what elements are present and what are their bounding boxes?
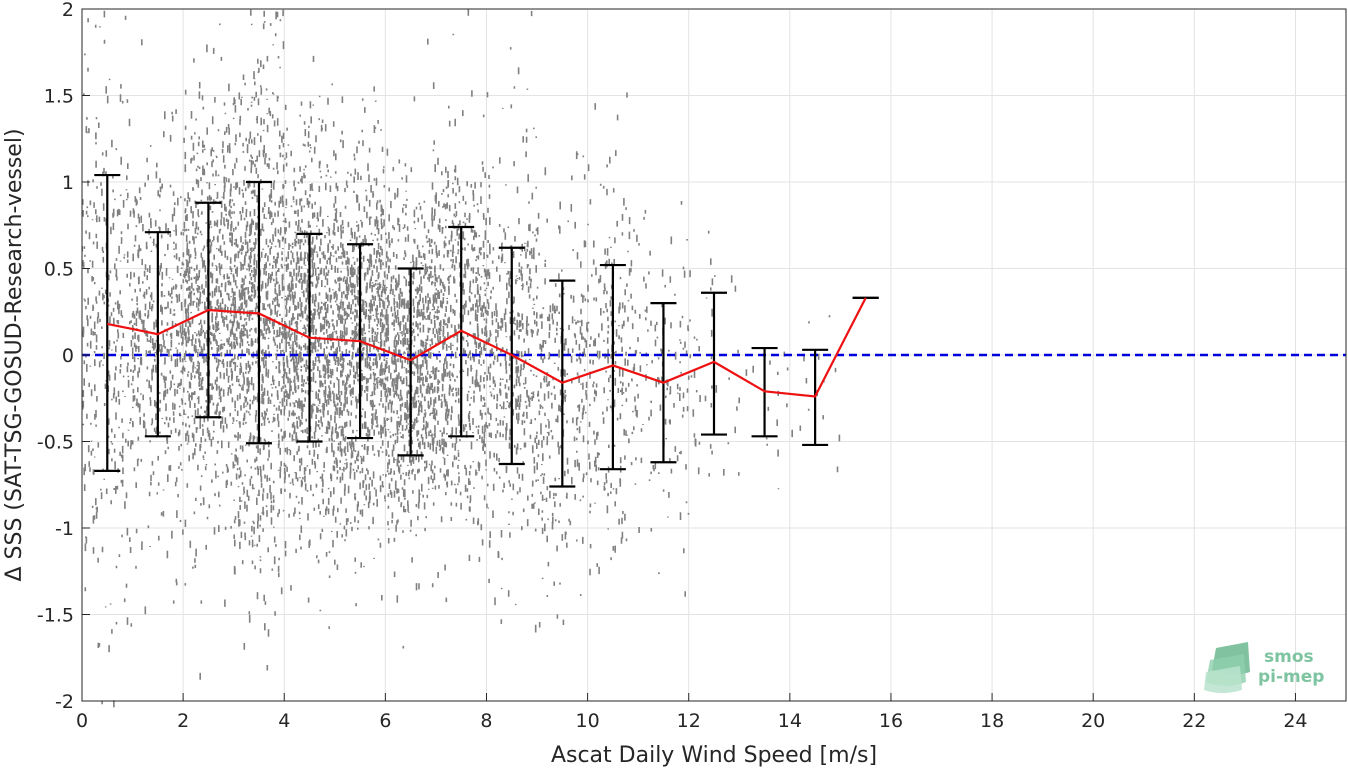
y-tick-label: 2 [62, 0, 74, 21]
x-tick-label: 22 [1182, 710, 1206, 732]
x-tick-label: 4 [278, 710, 290, 732]
y-tick-label: -2 [55, 691, 74, 713]
x-tick-label: 14 [778, 710, 802, 732]
y-tick-label: -0.5 [37, 432, 74, 454]
y-tick-label: -1.5 [37, 605, 74, 627]
x-tick-label: 24 [1283, 710, 1307, 732]
y-tick-label: 1.5 [44, 86, 74, 108]
x-tick-label: 18 [980, 710, 1004, 732]
error-bar [94, 173, 121, 473]
mean-line [107, 297, 867, 398]
y-axis-label: Δ SSS (SAT-TSG-GOSUD-Research-vessel) [2, 128, 27, 581]
y-tick-label: 0 [62, 345, 74, 367]
x-tick-label: 16 [879, 710, 903, 732]
x-tick-label: 0 [76, 710, 88, 732]
y-axis-ticks: 2 1.5 1 0.5 0 -0.5 -1 -1.5 -2 [37, 0, 90, 713]
logo-text-pi-mep: pi-mep [1258, 667, 1324, 687]
x-tick-label: 20 [1081, 710, 1105, 732]
y-tick-label: 1 [62, 172, 74, 194]
y-tick-label: 0.5 [44, 259, 74, 281]
error-bar [599, 263, 626, 471]
x-axis-ticks: 0 2 4 6 8 10 12 14 16 18 20 22 24 [76, 693, 1308, 732]
error-bar [701, 291, 727, 436]
x-tick-label: 8 [480, 710, 492, 732]
logo-wave-icon [1204, 642, 1250, 693]
logo-text-smos: smos [1264, 647, 1314, 667]
x-axis-label: Ascat Daily Wind Speed [m/s] [551, 743, 877, 768]
x-tick-label: 10 [576, 710, 600, 732]
scatter-point-cloud [81, 9, 841, 708]
scatter-points [81, 9, 841, 708]
x-tick-label: 2 [177, 710, 189, 732]
y-tick-label: -1 [55, 518, 74, 540]
x-tick-label: 6 [379, 710, 391, 732]
error-bar [397, 267, 424, 457]
smos-pi-mep-logo: smos pi-mep [1204, 642, 1324, 693]
x-tick-label: 12 [677, 710, 701, 732]
